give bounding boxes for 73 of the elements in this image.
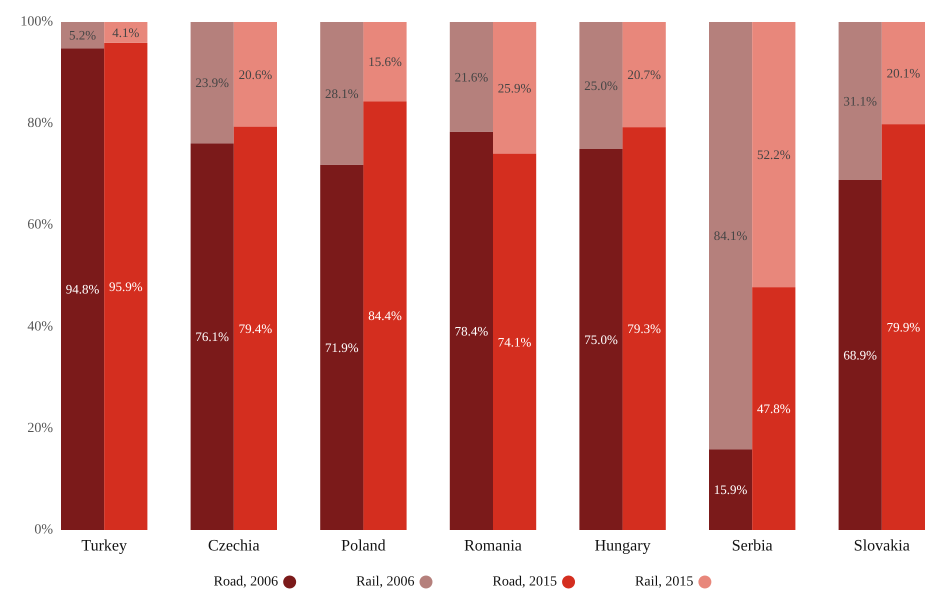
y-tick-label: 100%	[20, 14, 54, 30]
data-label: 28.1%	[325, 86, 359, 101]
data-label: 84.4%	[368, 308, 402, 324]
bar	[882, 124, 925, 530]
y-tick-label: 40%	[27, 319, 54, 334]
bar	[709, 449, 752, 530]
x-tick-label: Romania	[464, 538, 522, 554]
data-label: 52.2%	[757, 147, 791, 162]
bar	[104, 42, 148, 530]
x-tick-label: Turkey	[81, 538, 128, 554]
bar	[450, 132, 493, 530]
data-label: 84.1%	[714, 228, 748, 244]
data-label: 5.2%	[69, 28, 96, 43]
data-label: 68.9%	[843, 347, 878, 362]
legend-label: Road, 2006	[214, 574, 278, 590]
bar	[709, 22, 752, 450]
data-label: 94.8%	[66, 282, 100, 297]
data-label: 20.1%	[886, 66, 920, 81]
data-label: 95.9%	[109, 278, 143, 294]
data-label: 31.1%	[843, 93, 878, 108]
x-tick-label: Serbia	[732, 538, 773, 554]
y-tick-label: 20%	[27, 420, 54, 436]
data-label: 15.9%	[714, 482, 748, 498]
bar	[838, 22, 882, 180]
bar	[190, 22, 234, 144]
data-label: 23.9%	[195, 75, 230, 90]
bar	[752, 287, 796, 530]
data-label: 21.6%	[454, 69, 488, 84]
data-label: 79.4%	[238, 320, 272, 336]
data-label: 76.1%	[195, 329, 230, 344]
bar	[190, 143, 234, 530]
bar	[493, 22, 536, 154]
bar	[579, 149, 623, 530]
bar	[363, 22, 407, 102]
y-tick-label: 0%	[34, 522, 54, 538]
bar	[320, 22, 364, 165]
legend-label: Road, 2015	[492, 574, 558, 590]
bar	[320, 164, 364, 530]
bar	[61, 48, 104, 530]
x-tick-label: Hungary	[594, 538, 651, 554]
data-label: 79.9%	[886, 320, 920, 335]
data-label: 20.7%	[627, 67, 662, 82]
data-label: 74.1%	[498, 334, 532, 350]
data-label: 47.8%	[757, 401, 791, 416]
data-label: 15.6%	[368, 54, 402, 70]
data-label: 25.9%	[498, 80, 532, 96]
bar	[450, 22, 493, 132]
data-label: 71.9%	[325, 340, 359, 355]
x-tick-label: Czechia	[208, 538, 260, 554]
bar	[579, 22, 623, 149]
data-label: 78.4%	[454, 323, 488, 338]
bar	[234, 22, 277, 127]
bar	[838, 180, 882, 530]
bar	[622, 127, 666, 530]
x-tick-label: Slovakia	[854, 538, 910, 554]
y-tick-label: 60%	[27, 218, 54, 233]
bar	[234, 126, 277, 530]
data-label: 25.0%	[584, 78, 618, 93]
bar	[61, 22, 104, 48]
bar	[104, 22, 148, 43]
legend-label: Rail, 2006	[356, 574, 414, 590]
bar	[622, 22, 666, 128]
data-label: 4.1%	[112, 24, 140, 40]
data-label: 75.0%	[584, 332, 618, 347]
y-tick-label: 80%	[27, 116, 54, 132]
x-tick-label: Poland	[341, 538, 386, 554]
bar	[493, 154, 536, 530]
bar	[752, 22, 796, 288]
bar	[882, 22, 925, 124]
data-label: 20.6%	[238, 66, 272, 82]
legend-label: Rail, 2015	[635, 574, 694, 590]
bar	[363, 101, 407, 530]
data-label: 79.3%	[627, 321, 662, 336]
